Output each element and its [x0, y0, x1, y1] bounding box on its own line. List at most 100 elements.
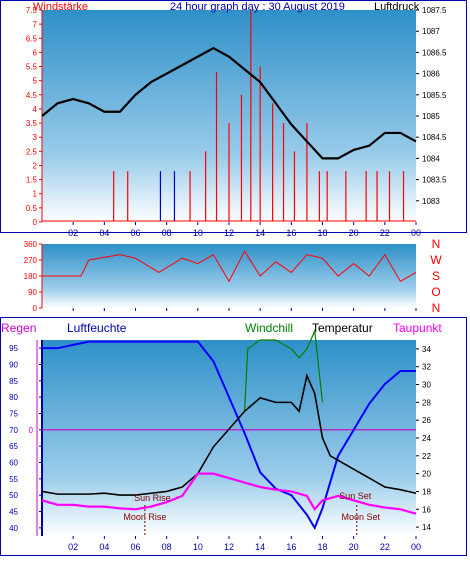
pressure-tick-label: 1085.5 [422, 91, 447, 100]
pressure-tick-label: 1084.5 [422, 133, 447, 142]
direction-tick-label: 360 [24, 240, 38, 249]
pressure-title: Luftdruck [374, 1, 420, 13]
dewpoint-line [41, 472, 417, 515]
humidity-tick-label: 75 [9, 410, 18, 419]
wind-title: Windstärke [33, 1, 88, 13]
direction-tick-label: 180 [24, 272, 38, 281]
humidity-tick-label: 85 [9, 377, 18, 386]
humidity-tick-label: 45 [9, 508, 18, 517]
x-tick-label: 00 [411, 542, 421, 552]
humidity-tick-label: 90 [9, 361, 18, 370]
wind-tick-label: 0.5 [26, 204, 38, 213]
temperature-tick-label: 18 [422, 487, 431, 496]
x-tick-label: 12 [224, 228, 234, 238]
pressure-tick-label: 1086.5 [422, 48, 447, 57]
pressure-line [41, 46, 417, 160]
x-tick-label: 22 [380, 228, 390, 238]
humidity-tick-label: 65 [9, 442, 18, 451]
direction-tick-label: 90 [28, 288, 37, 297]
pressure-tick-label: 1083.5 [422, 176, 447, 185]
x-tick-label: 06 [130, 228, 140, 238]
sunrise-label: Sun Rise [134, 493, 171, 503]
humidity-line [42, 340, 416, 531]
wind-tick-label: 2 [33, 161, 38, 170]
wind-tick-label: 4.5 [26, 91, 38, 100]
x-tick-label: 20 [349, 542, 359, 552]
humidity-tick-label: 70 [9, 426, 18, 435]
temperature-title: Temperatur [312, 321, 373, 335]
x-tick-label: 16 [286, 228, 296, 238]
humidity-tick-label: 50 [9, 491, 18, 500]
temperature-tick-label: 30 [422, 381, 431, 390]
x-tick-label: 22 [380, 542, 390, 552]
temperature-tick-label: 22 [422, 452, 431, 461]
x-tick-label: 00 [411, 228, 421, 238]
compass-label: S [432, 269, 440, 283]
wind-tick-label: 5.5 [26, 63, 38, 72]
x-tick-label: 18 [317, 228, 327, 238]
temperature-tick-label: 20 [422, 470, 431, 479]
temperature-tick-label: 16 [422, 505, 431, 514]
direction-tick-label: 270 [24, 256, 38, 265]
pressure-tick-label: 1085 [422, 112, 440, 121]
pressure-tick-label: 1087.5 [422, 6, 447, 15]
temperature-tick-label: 14 [422, 523, 431, 532]
pressure-tick-label: 1087 [422, 27, 440, 36]
x-tick-label: 10 [193, 228, 203, 238]
wind-tick-label: 1 [33, 190, 38, 199]
chart-title: 24 hour graph day : 30 August 2019 [170, 1, 345, 13]
x-tick-label: 08 [162, 542, 172, 552]
temperature-line [41, 373, 417, 496]
rain-tick-label: 0 [29, 426, 34, 435]
temperature-tick-label: 28 [422, 398, 431, 407]
humidity-tick-label: 40 [9, 524, 18, 533]
temperature-tick-label: 26 [422, 416, 431, 425]
wind-tick-label: 7.5 [26, 6, 38, 15]
plot-area-humidity [42, 340, 416, 536]
x-tick-label: 08 [162, 228, 172, 238]
compass-label: N [432, 237, 441, 251]
humidity-tick-label: 60 [9, 459, 18, 468]
wind-tick-label: 3 [33, 133, 38, 142]
sunset-label: Sun Set [339, 491, 372, 501]
frame-top [0, 0, 467, 233]
humidity-tick-label: 95 [9, 344, 18, 353]
wind-tick-label: 2.5 [26, 147, 38, 156]
wind-tick-label: 5 [33, 77, 38, 86]
temperature-tick-label: 34 [422, 345, 431, 354]
windchill-title: Windchill [245, 321, 293, 335]
moonrise-label: Moon Rise [123, 512, 166, 522]
wind-tick-label: 7 [33, 20, 38, 29]
dewpoint-title: Taupunkt [393, 321, 442, 335]
direction-tick-label: 0 [33, 304, 38, 313]
x-tick-label: 06 [130, 542, 140, 552]
x-tick-label: 02 [68, 228, 78, 238]
compass-label: O [431, 285, 440, 299]
wind-tick-label: 1.5 [26, 176, 38, 185]
x-tick-label: 10 [193, 542, 203, 552]
frame-bottom [0, 317, 467, 556]
x-tick-label: 14 [255, 542, 265, 552]
plot-area-direction [42, 244, 416, 308]
x-tick-label: 12 [224, 542, 234, 552]
temperature-tick-label: 32 [422, 363, 431, 372]
temperature-tick-label: 24 [422, 434, 431, 443]
windchill-line [243, 328, 324, 412]
direction-line [42, 250, 417, 283]
pressure-tick-label: 1083 [422, 197, 440, 206]
rain-title: Regen [1, 321, 36, 335]
x-tick-label: 04 [99, 542, 109, 552]
x-tick-label: 18 [317, 542, 327, 552]
x-tick-label: 16 [286, 542, 296, 552]
compass-label: N [432, 301, 441, 315]
pressure-tick-label: 1084 [422, 154, 440, 163]
wind-tick-label: 3.5 [26, 119, 38, 128]
compass-label: W [430, 253, 442, 267]
wind-tick-label: 6.5 [26, 34, 38, 43]
humidity-title: Luftfeuchte [67, 321, 127, 335]
humidity-tick-label: 80 [9, 393, 18, 402]
moonset-label: Moon Set [342, 512, 381, 522]
x-tick-label: 02 [68, 542, 78, 552]
pressure-tick-label: 1086 [422, 70, 440, 79]
